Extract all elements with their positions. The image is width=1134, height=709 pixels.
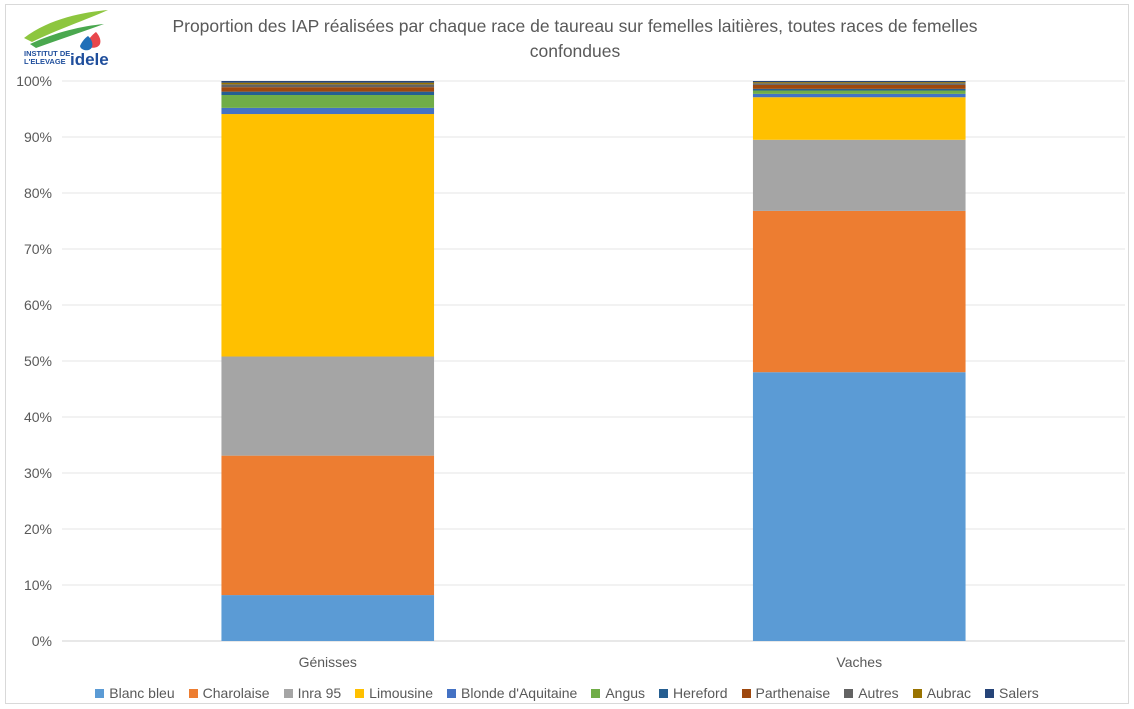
y-tick-label: 10%: [24, 577, 52, 593]
bar-segment-vaches-9: [752, 82, 966, 84]
chart-title: Proportion des IAP réalisées par chaque …: [130, 14, 1020, 64]
idele-logo: INSTITUT DE L'ELEVAGE idele: [20, 8, 120, 69]
legend-item: Angus: [591, 685, 645, 701]
bar-segment-vaches-8: [752, 83, 966, 85]
bar-segment-vaches-10: [752, 81, 966, 83]
y-tick-label: 90%: [24, 129, 52, 145]
bar-segment-genisses-10: [221, 81, 435, 83]
logo-line1: INSTITUT DE: [24, 49, 70, 58]
legend-item: Limousine: [355, 685, 433, 701]
legend-label: Blonde d'Aquitaine: [461, 685, 578, 701]
bars: [221, 81, 966, 641]
y-tick-label: 70%: [24, 241, 52, 257]
legend-swatch: [985, 688, 995, 698]
bar-segment-vaches-3: [752, 97, 966, 140]
logo-brand: idele: [70, 50, 109, 66]
y-tick-label: 0%: [32, 633, 52, 649]
x-category-label: Vaches: [836, 654, 882, 670]
y-tick-label: 60%: [24, 297, 52, 313]
legend-item: Salers: [985, 685, 1039, 701]
bar-segment-genisses-6: [221, 91, 435, 95]
legend-label: Salers: [999, 685, 1039, 701]
bar-segment-genisses-5: [221, 95, 435, 108]
y-tick-label: 100%: [16, 73, 52, 89]
legend-item: Hereford: [659, 685, 728, 701]
chart-title-line-1: Proportion des IAP réalisées par chaque …: [172, 16, 978, 36]
legend-label: Limousine: [369, 685, 433, 701]
bar-segment-vaches-7: [752, 84, 966, 89]
legend-label: Autres: [858, 685, 899, 701]
legend-item: Aubrac: [912, 685, 972, 701]
y-tick-label: 20%: [24, 521, 52, 537]
legend: Blanc bleu Charolaise Inra 95 Limousine Blon…: [0, 683, 1134, 703]
x-category-label: Génisses: [299, 654, 357, 670]
legend-item: Autres: [844, 685, 899, 701]
bar-segment-genisses-9: [221, 82, 435, 85]
bar-segment-vaches-4: [752, 93, 966, 98]
bar-segment-genisses-0: [221, 595, 435, 641]
legend-swatch: [188, 688, 198, 698]
y-tick-label: 40%: [24, 409, 52, 425]
bar-segment-genisses-4: [221, 107, 435, 115]
legend-swatch: [95, 688, 105, 698]
bar-segment-vaches-1: [752, 210, 966, 373]
y-tick-label: 30%: [24, 465, 52, 481]
y-tick-label: 80%: [24, 185, 52, 201]
legend-swatch: [659, 688, 669, 698]
legend-item: Charolaise: [188, 685, 270, 701]
bar-segment-genisses-8: [221, 84, 435, 88]
legend-label: Charolaise: [202, 685, 270, 701]
chart-title-line-2: confondues: [529, 41, 621, 61]
bar-segment-vaches-5: [752, 90, 966, 94]
idele-logo-graphic: INSTITUT DE L'ELEVAGE idele: [24, 10, 109, 69]
legend-swatch: [591, 688, 601, 698]
legend-swatch: [844, 688, 854, 698]
bar-segment-vaches-6: [752, 88, 966, 91]
legend-item: Blanc bleu: [95, 685, 175, 701]
axis-labels: 0% 10% 20% 30% 40% 50% 60% 70% 80% 90% 100% Génisse…: [16, 73, 882, 670]
legend-label: Hereford: [673, 685, 728, 701]
bar-segment-genisses-3: [221, 114, 435, 357]
legend-swatch: [355, 688, 365, 698]
legend-label: Angus: [605, 685, 646, 701]
legend-item: Blonde d'Aquitaine: [447, 685, 577, 701]
legend-item: Inra 95: [283, 685, 342, 701]
logo-line2: L'ELEVAGE: [24, 57, 66, 66]
legend-item: Parthenaise: [741, 685, 831, 701]
bar-segment-genisses-2: [221, 356, 435, 456]
legend-swatch: [283, 688, 293, 698]
legend-label: Aubrac: [926, 685, 972, 701]
bar-segment-genisses-7: [221, 87, 435, 92]
y-tick-label: 50%: [24, 353, 52, 369]
legend-swatch: [741, 688, 751, 698]
legend-swatch: [447, 688, 456, 698]
legend-label: Inra 95: [297, 685, 342, 701]
legend-swatch: [912, 688, 922, 698]
bar-segment-vaches-0: [752, 372, 966, 641]
legend-label: Blanc bleu: [109, 685, 175, 701]
bar-segment-vaches-2: [752, 139, 966, 211]
bar-segment-genisses-1: [221, 455, 435, 596]
legend-label: Parthenaise: [755, 685, 831, 701]
